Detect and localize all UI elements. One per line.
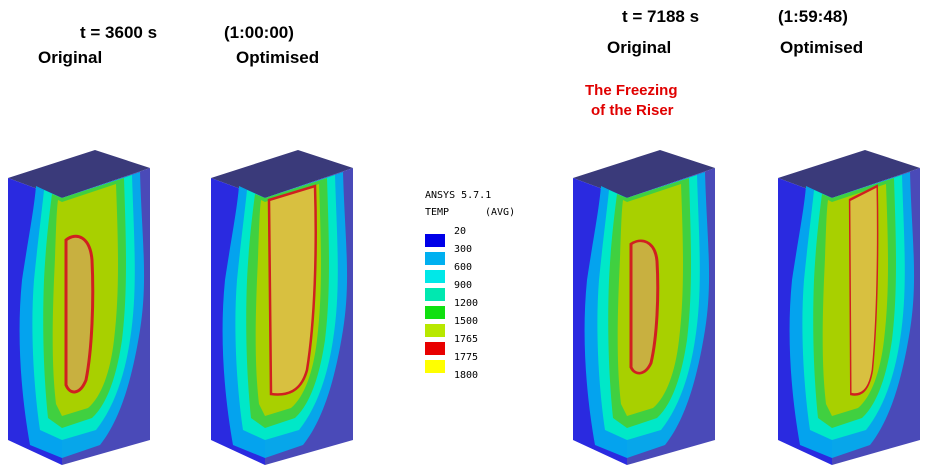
- legend-swatch: [425, 288, 445, 301]
- legend-level: 1800: [454, 370, 478, 381]
- legend-level: 20: [454, 226, 466, 237]
- legend-swatch: [425, 234, 445, 247]
- legend-swatch: [425, 360, 445, 373]
- legend-mode: (AVG): [485, 207, 515, 218]
- block-original-2: [573, 150, 715, 465]
- legend-quantity: TEMP: [425, 207, 449, 218]
- legend-level: 1500: [454, 316, 478, 327]
- annotation: of the Riser: [591, 102, 674, 119]
- legend-level: 900: [454, 280, 472, 291]
- legend-swatch: [425, 270, 445, 283]
- legend-swatch: [425, 306, 445, 319]
- clock: (1:59:48): [778, 7, 848, 26]
- figure: t = 3600 s (1:00:00) Original Optimised …: [0, 0, 933, 468]
- legend-level: 1765: [454, 334, 478, 345]
- clock: (1:00:00): [224, 23, 294, 42]
- legend-swatch: [425, 252, 445, 265]
- legend-level: 600: [454, 262, 472, 273]
- label: Original: [38, 48, 102, 67]
- legend-level: 300: [454, 244, 472, 255]
- legend-swatch: [425, 342, 445, 355]
- label: Optimised: [780, 38, 863, 57]
- annotation: The Freezing: [585, 82, 678, 99]
- time: t = 7188 s: [622, 7, 699, 26]
- legend-software: ANSYS 5.7.1: [425, 190, 491, 201]
- block-original-1: [8, 150, 150, 465]
- block-optimised-1: [211, 150, 353, 465]
- legend: ANSYS 5.7.1 TEMP (AVG) 20 300 600 900 1200 15…: [425, 190, 515, 381]
- time: t = 3600 s: [80, 23, 157, 42]
- legend-swatch: [425, 324, 445, 337]
- label: Original: [607, 38, 671, 57]
- block-optimised-2: [778, 150, 920, 465]
- legend-level: 1200: [454, 298, 478, 309]
- legend-level: 1775: [454, 352, 478, 363]
- label: Optimised: [236, 48, 319, 67]
